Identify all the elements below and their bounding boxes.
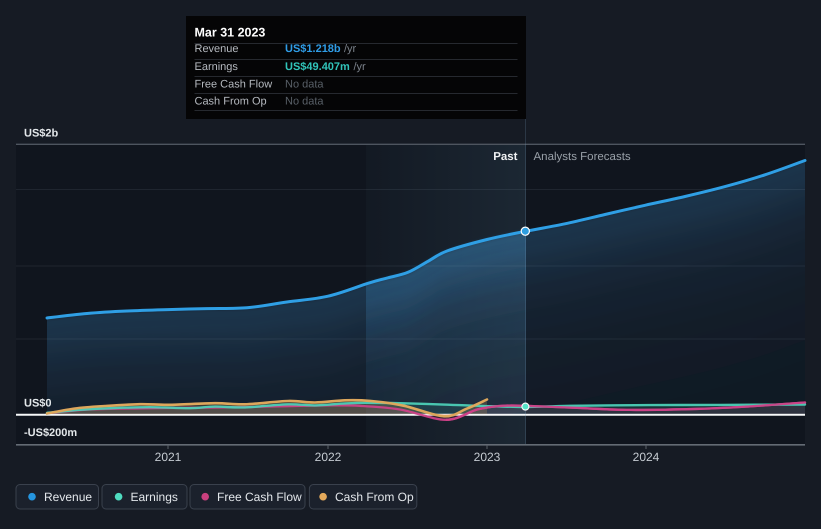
svg-text:/yr: /yr [344, 43, 357, 55]
svg-text:Revenue: Revenue [195, 43, 239, 55]
svg-text:US$2b: US$2b [24, 128, 59, 140]
svg-text:2023: 2023 [474, 450, 501, 464]
svg-text:Mar 31 2023: Mar 31 2023 [195, 25, 266, 39]
svg-text:US$1.218b: US$1.218b [285, 43, 341, 55]
svg-text:US$49.407m: US$49.407m [285, 61, 350, 73]
svg-text:Cash From Op: Cash From Op [335, 490, 414, 504]
svg-text:-US$200m: -US$200m [24, 427, 77, 439]
svg-text:US$0: US$0 [24, 398, 52, 410]
svg-text:No data: No data [285, 78, 324, 90]
svg-text:Earnings: Earnings [131, 490, 178, 504]
svg-text:Earnings: Earnings [195, 61, 239, 73]
svg-text:Analysts Forecasts: Analysts Forecasts [534, 151, 631, 163]
svg-text:Free Cash Flow: Free Cash Flow [217, 490, 302, 504]
svg-text:2021: 2021 [155, 450, 182, 464]
svg-text:/yr: /yr [354, 61, 367, 73]
svg-text:Past: Past [493, 151, 517, 163]
svg-text:Free Cash Flow: Free Cash Flow [195, 78, 273, 90]
svg-text:Revenue: Revenue [44, 490, 92, 504]
svg-text:No data: No data [285, 95, 324, 107]
svg-text:Cash From Op: Cash From Op [195, 95, 267, 107]
svg-text:2022: 2022 [315, 450, 342, 464]
svg-text:2024: 2024 [633, 450, 660, 464]
